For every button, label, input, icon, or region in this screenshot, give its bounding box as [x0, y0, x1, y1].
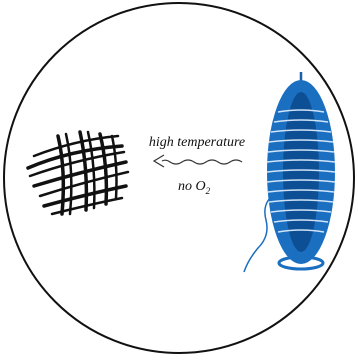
- label-bottom-main: no O: [178, 179, 206, 194]
- label-top: high temperature: [149, 135, 245, 150]
- page: high temperature no O2 (() => { const da…: [0, 0, 358, 361]
- diagram: high temperature no O2: [0, 0, 358, 356]
- label-bottom-sub: 2: [206, 186, 211, 196]
